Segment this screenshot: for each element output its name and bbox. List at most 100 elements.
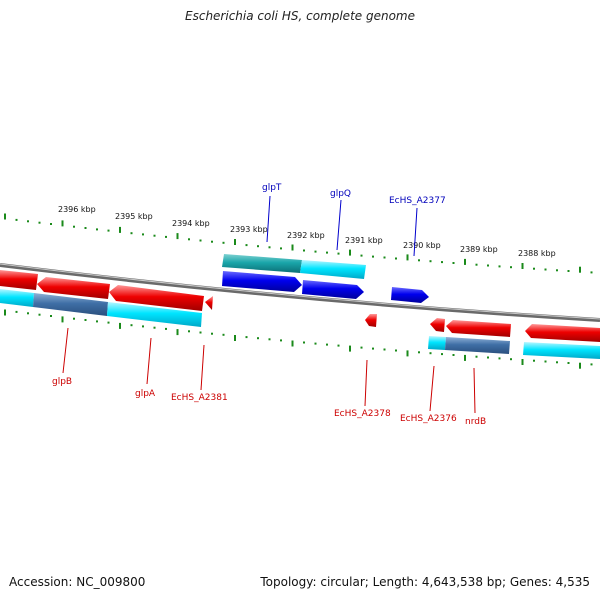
minor-tick xyxy=(487,264,489,267)
minor-tick xyxy=(314,250,317,253)
major-tick xyxy=(291,244,294,251)
minor-tick xyxy=(96,228,98,231)
minor-tick xyxy=(188,238,190,241)
gene-arrow-EcHS_A2376[interactable] xyxy=(430,318,445,332)
major-tick xyxy=(61,316,64,323)
minor-tick xyxy=(153,234,156,237)
minor-tick xyxy=(567,270,570,272)
gene-label-glpB: glpB xyxy=(52,377,72,387)
major-tick xyxy=(176,329,179,336)
minor-tick xyxy=(544,360,547,363)
minor-tick xyxy=(107,229,110,232)
minor-tick xyxy=(372,255,374,258)
minor-tick xyxy=(257,245,259,248)
major-tick xyxy=(234,335,236,341)
gene-label-glpT: glpT xyxy=(262,183,282,193)
minor-tick xyxy=(498,357,501,360)
gene-arrow-glpA[interactable] xyxy=(109,285,204,311)
minor-tick xyxy=(73,317,75,320)
major-tick xyxy=(291,340,294,347)
leader-line xyxy=(62,327,69,374)
minor-tick xyxy=(441,261,443,264)
kbp-label: 2390 kbp xyxy=(403,241,441,250)
gene-label-glpQ: glpQ xyxy=(330,189,351,199)
gene-label-EcHS_A2376: EcHS_A2376 xyxy=(400,414,457,424)
major-tick xyxy=(464,354,466,361)
minor-tick xyxy=(533,359,535,362)
kbp-label: 2391 kbp xyxy=(345,236,383,245)
bottom-tick-row xyxy=(4,309,593,369)
minor-tick xyxy=(38,313,41,316)
gene-arrow-glpQ[interactable] xyxy=(302,280,364,299)
gene-arrow-glpB[interactable] xyxy=(37,277,110,299)
minor-tick xyxy=(222,333,225,336)
gene-arrow-nrdB[interactable] xyxy=(446,320,511,337)
minor-tick xyxy=(96,320,98,323)
minor-tick xyxy=(429,352,432,355)
genome-backbone-highlight xyxy=(0,263,600,320)
minor-tick xyxy=(372,347,374,350)
minor-tick xyxy=(199,239,202,242)
gene-arrow-EcHS_A2378[interactable] xyxy=(365,314,377,327)
gene-label-EcHS_A2377: EcHS_A2377 xyxy=(389,196,446,206)
minor-tick xyxy=(280,339,282,342)
gene-arrow-EcHS_A2381[interactable] xyxy=(205,296,213,310)
major-tick xyxy=(61,220,64,227)
major-tick xyxy=(4,213,6,220)
minor-tick xyxy=(27,220,29,223)
orf-bar xyxy=(523,342,600,359)
minor-tick xyxy=(15,310,18,313)
minor-tick xyxy=(107,321,110,324)
minor-tick xyxy=(360,254,363,257)
minor-tick xyxy=(257,337,259,340)
minor-tick xyxy=(15,218,18,221)
gene-label-EcHS_A2378: EcHS_A2378 xyxy=(334,409,391,419)
topology-text: Topology: circular; Length: 4,643,538 bp… xyxy=(260,575,590,589)
minor-tick xyxy=(383,348,386,351)
minor-tick xyxy=(84,227,87,229)
minor-tick xyxy=(303,249,305,252)
major-tick xyxy=(119,322,121,329)
gene-arrow[interactable] xyxy=(525,324,600,342)
minor-tick xyxy=(142,233,144,236)
minor-tick xyxy=(326,251,328,254)
minor-tick xyxy=(395,349,397,352)
minor-tick xyxy=(38,221,41,224)
major-tick xyxy=(521,359,524,365)
minor-tick xyxy=(142,325,144,328)
minor-tick xyxy=(337,252,340,255)
accession-text: Accession: NC_009800 xyxy=(9,575,146,589)
minor-tick xyxy=(130,324,133,327)
orf-bar xyxy=(33,293,108,316)
minor-tick xyxy=(268,246,271,249)
minor-tick xyxy=(590,363,593,366)
kbp-label: 2393 kbp xyxy=(230,225,268,234)
minor-tick xyxy=(153,326,156,329)
gene-arrow-glpT[interactable] xyxy=(222,271,302,292)
orf-bar xyxy=(0,289,34,307)
minor-tick xyxy=(303,341,305,344)
minor-tick xyxy=(441,353,443,356)
minor-tick xyxy=(383,256,386,259)
minor-tick xyxy=(211,240,213,243)
gene-label-EcHS_A2381: EcHS_A2381 xyxy=(171,393,228,403)
minor-tick xyxy=(567,362,570,364)
major-tick xyxy=(406,254,409,261)
minor-tick xyxy=(130,232,133,235)
top-tick-row xyxy=(4,213,593,274)
minor-tick xyxy=(27,312,29,315)
minor-tick xyxy=(280,247,282,250)
gene-arrow[interactable] xyxy=(0,270,38,290)
minor-tick xyxy=(165,235,167,238)
minor-tick xyxy=(418,259,420,262)
minor-tick xyxy=(222,241,225,244)
orf-bar xyxy=(107,302,202,327)
gene-arrow-EcHS_A2377[interactable] xyxy=(391,287,429,303)
major-tick xyxy=(464,258,466,265)
major-tick xyxy=(521,263,524,269)
major-tick xyxy=(406,350,409,357)
major-tick xyxy=(579,266,581,273)
minor-tick xyxy=(337,344,340,347)
minor-tick xyxy=(452,262,455,264)
major-tick xyxy=(349,345,351,352)
